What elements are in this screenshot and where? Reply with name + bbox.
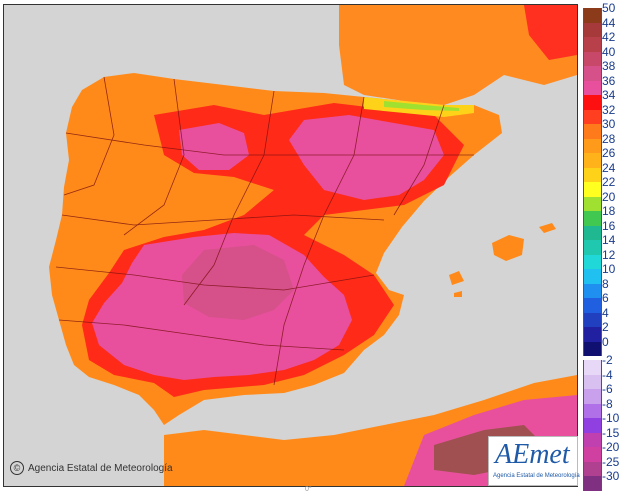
legend-label: 14	[602, 233, 616, 247]
temperature-map	[3, 4, 578, 487]
legend-label: -8	[602, 396, 613, 411]
legend-label: 32	[602, 102, 616, 117]
ibiza	[449, 271, 464, 285]
legend-label: -30	[602, 469, 620, 483]
legend-swatch	[583, 138, 602, 153]
legend-label: 12	[602, 247, 616, 262]
legend-label: 6	[602, 291, 609, 305]
legend-swatch	[583, 283, 602, 298]
legend-swatch	[583, 109, 602, 124]
legend-swatch	[583, 8, 602, 23]
legend-swatch	[583, 51, 602, 66]
legend-swatch	[583, 37, 602, 52]
legend-label: 8	[602, 276, 609, 291]
mallorca	[492, 235, 524, 261]
legend-swatch	[583, 95, 602, 110]
legend-label: 20	[602, 189, 616, 204]
legend-swatch	[583, 374, 602, 389]
legend-label: 26	[602, 146, 616, 160]
legend-swatch	[583, 432, 602, 447]
legend-label: -10	[602, 411, 620, 425]
legend-label: 22	[602, 175, 616, 189]
legend-label: -25	[602, 454, 620, 469]
legend-swatch	[583, 196, 602, 211]
legend-label: -6	[602, 382, 613, 396]
meridian-tick: 0°	[305, 486, 312, 493]
legend-label: 10	[602, 262, 616, 276]
legend-swatch	[583, 80, 602, 95]
copyright-icon: ©	[10, 461, 24, 475]
legend-swatch	[583, 211, 602, 226]
legend-label: -15	[602, 425, 620, 440]
iberia-map-svg	[4, 5, 577, 486]
legend-label: -20	[602, 440, 620, 454]
legend-swatch	[583, 167, 602, 182]
legend-swatch	[583, 403, 602, 418]
logo-subtitle: Agencia Estatal de Meteorología	[493, 473, 580, 479]
legend-swatch	[583, 389, 602, 404]
legend-swatch	[583, 66, 602, 81]
legend-swatch	[583, 225, 602, 240]
legend-swatch	[583, 476, 602, 491]
legend-label: 30	[602, 117, 616, 131]
legend-label: -4	[602, 367, 613, 382]
legend-swatch	[583, 153, 602, 168]
legend-label: 4	[602, 305, 609, 320]
legend-label: 44	[602, 15, 616, 30]
legend-swatch	[583, 254, 602, 269]
logo-mark: AEmet	[495, 439, 570, 470]
legend-swatch	[583, 298, 602, 313]
formentera	[454, 291, 462, 297]
legend-label: 34	[602, 88, 616, 102]
legend-swatch	[583, 312, 602, 327]
aemet-logo: AEmet Agencia Estatal de Meteorología	[488, 436, 580, 486]
legend-swatch	[583, 360, 602, 375]
legend-label: 36	[602, 73, 616, 88]
legend-label: 16	[602, 218, 616, 233]
france-land	[339, 5, 577, 105]
legend-swatch	[583, 461, 602, 476]
legend-label: -2	[602, 353, 613, 367]
legend-swatch	[583, 341, 602, 356]
legend-label: 18	[602, 204, 616, 218]
legend-swatch	[583, 22, 602, 37]
legend-swatch	[583, 447, 602, 462]
legend-swatch	[583, 182, 602, 197]
legend-swatch	[583, 327, 602, 342]
legend-swatch	[583, 418, 602, 433]
legend-swatch	[583, 124, 602, 139]
legend-label: 42	[602, 30, 616, 44]
legend-label: 50	[602, 1, 616, 15]
legend-label: 24	[602, 160, 616, 175]
legend-swatch	[583, 240, 602, 255]
menorca	[539, 223, 556, 233]
legend-swatch	[583, 269, 602, 284]
legend-label: 0	[602, 334, 609, 349]
credit-text: Agencia Estatal de Meteorología	[28, 463, 173, 474]
legend-label: 28	[602, 131, 616, 146]
legend-label: 38	[602, 59, 616, 73]
legend-label: 2	[602, 320, 609, 334]
legend-label: 40	[602, 44, 616, 59]
